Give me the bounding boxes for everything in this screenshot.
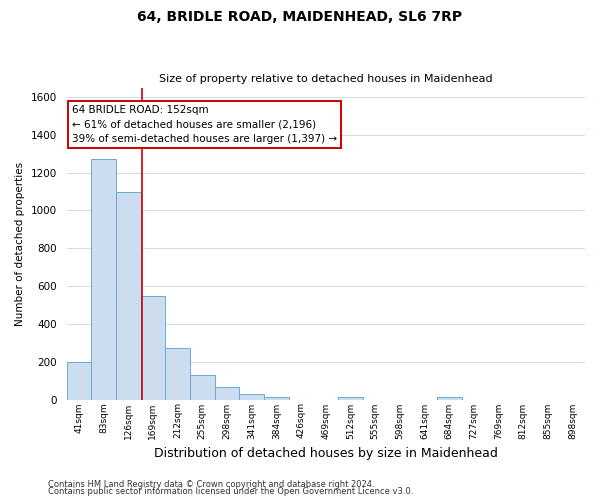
Bar [116,192,140,400]
Bar [338,396,363,400]
Text: 64, BRIDLE ROAD, MAIDENHEAD, SL6 7RP: 64, BRIDLE ROAD, MAIDENHEAD, SL6 7RP [137,10,463,24]
Text: 64 BRIDLE ROAD: 152sqm
← 61% of detached houses are smaller (2,196)
39% of semi-: 64 BRIDLE ROAD: 152sqm ← 61% of detached… [72,104,337,144]
Text: Contains HM Land Registry data © Crown copyright and database right 2024.: Contains HM Land Registry data © Crown c… [48,480,374,489]
Bar [437,396,461,400]
Bar [239,394,264,400]
Title: Size of property relative to detached houses in Maidenhead: Size of property relative to detached ho… [159,74,493,84]
Y-axis label: Number of detached properties: Number of detached properties [15,162,25,326]
Bar [190,375,215,400]
Bar [67,362,91,400]
Bar [165,348,190,400]
Bar [215,387,239,400]
Bar [140,296,165,400]
Bar [91,160,116,400]
Bar [264,396,289,400]
X-axis label: Distribution of detached houses by size in Maidenhead: Distribution of detached houses by size … [154,447,498,460]
Text: Contains public sector information licensed under the Open Government Licence v3: Contains public sector information licen… [48,487,413,496]
